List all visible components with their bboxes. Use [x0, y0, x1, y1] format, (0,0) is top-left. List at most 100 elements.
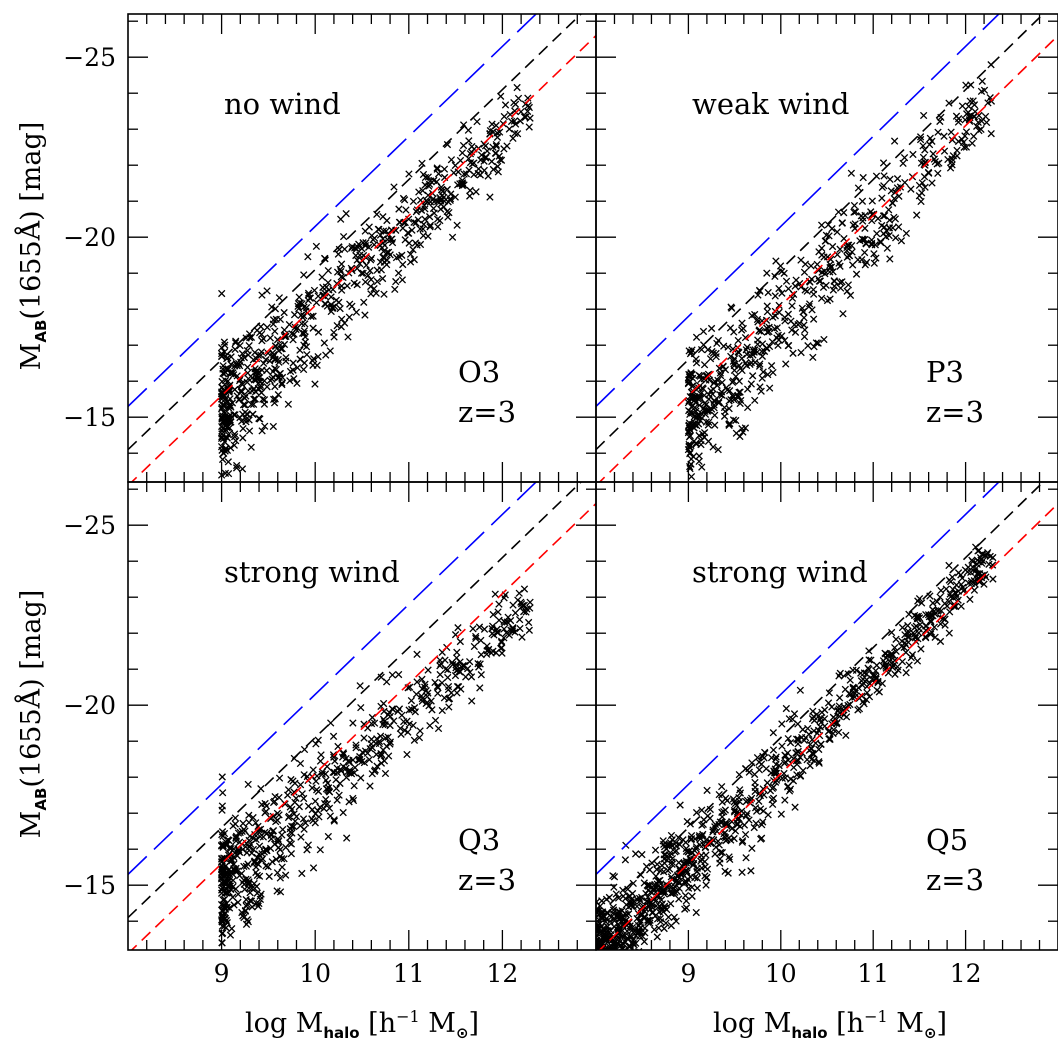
data-point — [365, 756, 373, 764]
data-point — [738, 354, 746, 363]
data-point — [970, 132, 978, 140]
data-point — [697, 345, 706, 354]
data-point — [613, 956, 619, 962]
data-point — [721, 806, 730, 814]
panel-model-label: Q3 — [458, 823, 500, 857]
data-point — [456, 637, 464, 646]
data-point — [409, 246, 417, 254]
data-point — [814, 266, 823, 275]
data-point — [682, 838, 690, 847]
data-point — [756, 791, 765, 800]
data-point — [598, 968, 604, 974]
data-point — [262, 845, 270, 853]
data-point — [692, 359, 701, 367]
data-point — [948, 161, 956, 169]
data-point — [494, 162, 502, 171]
data-point — [439, 187, 447, 196]
data-point — [643, 881, 651, 889]
data-point — [232, 464, 241, 472]
data-point — [931, 633, 939, 641]
data-point — [859, 698, 867, 706]
data-point — [593, 973, 599, 979]
data-point — [757, 387, 765, 395]
data-point — [768, 338, 777, 346]
data-point — [684, 848, 692, 856]
data-point — [290, 330, 298, 338]
data-point — [364, 243, 373, 251]
data-point — [595, 961, 601, 967]
data-point — [247, 333, 256, 341]
data-point — [218, 865, 226, 873]
data-point — [296, 781, 305, 789]
data-point — [771, 292, 779, 300]
data-point — [226, 843, 235, 851]
data-point — [291, 817, 299, 825]
data-point — [434, 689, 442, 697]
data-point — [516, 624, 524, 633]
data-point — [420, 220, 428, 229]
data-point — [258, 291, 266, 299]
data-point — [330, 302, 339, 311]
data-point — [418, 685, 426, 693]
data-point — [520, 585, 529, 593]
data-point — [697, 857, 705, 865]
data-point — [715, 399, 723, 407]
data-point — [594, 954, 600, 960]
data-point — [496, 128, 504, 136]
data-point — [263, 829, 271, 837]
data-point — [472, 188, 480, 196]
data-point — [594, 971, 600, 977]
data-point — [729, 357, 738, 365]
data-point — [945, 561, 953, 570]
data-point — [843, 253, 851, 261]
data-point — [296, 346, 304, 354]
data-point — [276, 874, 284, 882]
data-point — [914, 597, 922, 605]
data-point — [456, 668, 464, 676]
data-point — [755, 362, 764, 370]
data-point — [273, 336, 282, 344]
data-point — [829, 726, 838, 734]
data-point — [809, 315, 818, 323]
data-point — [625, 933, 634, 941]
data-point — [891, 215, 900, 223]
data-point — [441, 665, 450, 673]
data-point — [525, 103, 533, 112]
data-point — [309, 864, 318, 872]
data-point — [289, 777, 297, 785]
data-point — [750, 770, 759, 779]
data-point — [828, 242, 837, 251]
data-point — [425, 702, 433, 710]
data-point — [686, 820, 695, 828]
data-point — [497, 644, 505, 653]
data-point — [784, 734, 792, 743]
data-point — [618, 939, 626, 948]
data-point — [307, 312, 315, 321]
data-point — [327, 293, 335, 301]
data-point — [867, 656, 875, 664]
data-point — [231, 814, 240, 822]
data-point — [821, 706, 829, 714]
data-point — [766, 384, 774, 392]
data-point — [616, 959, 622, 965]
data-point — [271, 327, 279, 335]
data-point — [934, 169, 942, 178]
data-point — [675, 877, 683, 886]
data-point — [359, 269, 367, 277]
data-point — [621, 894, 630, 903]
data-point — [707, 405, 716, 413]
data-point — [664, 866, 672, 875]
data-point — [653, 892, 661, 901]
data-point — [882, 664, 890, 672]
data-point — [596, 956, 602, 962]
data-point — [826, 260, 834, 269]
data-point — [600, 994, 606, 1000]
data-point — [891, 656, 899, 665]
data-point — [669, 885, 678, 893]
data-point — [405, 170, 413, 178]
data-point — [493, 129, 501, 137]
data-point — [232, 885, 240, 893]
data-point — [259, 395, 267, 403]
data-point — [797, 256, 805, 264]
series-line-black — [596, 14, 1045, 451]
